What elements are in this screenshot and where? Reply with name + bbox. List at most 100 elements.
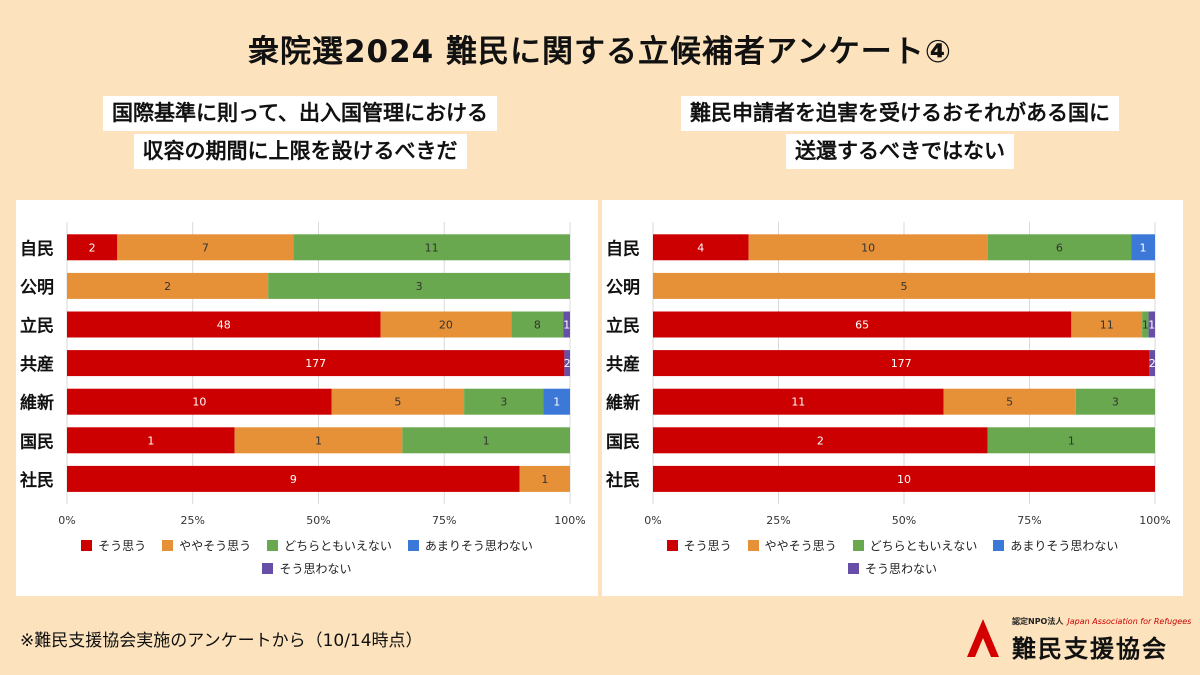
legend-row: そう思わない xyxy=(602,560,1183,577)
data-label: 65 xyxy=(855,319,869,332)
jar-logo: 認定NPO法人 Japan Association for Refugees 難民… xyxy=(960,612,1191,664)
data-label: 1 xyxy=(541,473,548,486)
x-tick-label: 50% xyxy=(892,514,916,527)
x-tick-label: 100% xyxy=(1139,514,1170,527)
category-label: 国民 xyxy=(606,432,640,452)
right-chart-legend: そう思う ややそう思う どちらともいえない あまりそう思わないそう思わない xyxy=(602,537,1183,583)
legend-item: そう思わない xyxy=(262,560,352,577)
bar-segment xyxy=(519,465,570,492)
legend-swatch xyxy=(262,563,274,574)
legend-swatch xyxy=(993,540,1005,551)
right-question-line1: 難民申請者を迫害を受けるおそれがある国に xyxy=(681,96,1119,131)
left-chart-legend: そう思う ややそう思う どちらともいえない あまりそう思わない そう思わない xyxy=(16,537,598,583)
legend-label: そう思う xyxy=(683,539,732,553)
legend-swatch xyxy=(666,540,678,551)
x-tick-label: 0% xyxy=(58,514,75,527)
data-label: 3 xyxy=(1112,396,1119,409)
data-label: 7 xyxy=(202,241,209,254)
data-label: 11 xyxy=(1100,319,1114,332)
legend-swatch xyxy=(162,540,174,551)
bar-segment xyxy=(653,350,1150,377)
bar-segment xyxy=(1071,311,1143,338)
bar-segment xyxy=(653,272,1155,299)
legend-label: そう思わない xyxy=(279,562,352,576)
bar-segment xyxy=(653,234,749,261)
bar-segment xyxy=(943,388,1076,415)
legend-row: そう思う ややそう思う どちらともいえない あまりそう思わない xyxy=(16,537,598,554)
legend-item: そう思う xyxy=(666,537,732,554)
bar-segment xyxy=(1149,350,1155,377)
bar-segment xyxy=(653,465,1155,492)
category-label: 立民 xyxy=(20,316,54,337)
bar-segment xyxy=(117,234,294,261)
category-label: 立民 xyxy=(606,316,640,337)
bar-segment xyxy=(1131,234,1155,261)
data-label: 6 xyxy=(1056,241,1063,254)
jar-logo-mark-icon xyxy=(967,619,999,657)
legend-swatch xyxy=(407,540,419,551)
category-label: 自民 xyxy=(20,238,54,259)
category-label: 公明 xyxy=(606,278,640,298)
data-label: 10 xyxy=(897,473,911,486)
legend-label: どちらともいえない xyxy=(869,539,978,553)
legend-swatch xyxy=(267,540,279,551)
legend-swatch xyxy=(852,540,864,551)
data-label: 1 xyxy=(1148,319,1155,332)
x-tick-label: 25% xyxy=(181,514,205,527)
bar-segment xyxy=(67,427,235,454)
bar-segment xyxy=(268,272,570,299)
right-question-line2: 送還するべきではない xyxy=(786,134,1014,169)
bar-segment xyxy=(748,234,988,261)
data-label: 1 xyxy=(563,319,570,332)
legend-label: そう思う xyxy=(98,539,147,553)
bar-segment xyxy=(563,311,570,338)
data-label: 1 xyxy=(1068,434,1075,447)
legend-item: そう思わない xyxy=(847,560,937,577)
logo-org-name: 難民支援協会 xyxy=(1012,635,1168,663)
data-label: 4 xyxy=(697,241,704,254)
data-label: 2 xyxy=(1149,357,1156,370)
bar-segment xyxy=(653,311,1072,338)
data-label: 8 xyxy=(534,319,541,332)
legend-label: ややそう思う xyxy=(764,539,837,553)
data-label: 5 xyxy=(394,396,401,409)
left-question-line1: 国際基準に則って、出入国管理における xyxy=(103,96,497,131)
legend-label: ややそう思う xyxy=(179,539,252,553)
x-tick-label: 25% xyxy=(766,514,790,527)
bar-segment xyxy=(1075,388,1155,415)
data-label: 11 xyxy=(791,396,805,409)
bar-segment xyxy=(564,350,570,377)
category-label: 国民 xyxy=(20,432,54,452)
legend-item: どちらともいえない xyxy=(852,537,978,554)
x-tick-label: 50% xyxy=(306,514,330,527)
data-label: 1 xyxy=(483,434,490,447)
bar-segment xyxy=(464,388,544,415)
data-label: 177 xyxy=(891,357,912,370)
data-label: 5 xyxy=(1006,396,1013,409)
category-label: 社民 xyxy=(605,470,640,491)
x-tick-label: 0% xyxy=(644,514,661,527)
bar-segment xyxy=(67,388,332,415)
category-label: 公明 xyxy=(20,278,54,298)
legend-label: あまりそう思わない xyxy=(1010,539,1119,553)
category-label: 維新 xyxy=(606,393,640,414)
bar-segment xyxy=(1142,311,1149,338)
bar-segment xyxy=(653,427,988,454)
data-label: 20 xyxy=(439,319,453,332)
data-label: 3 xyxy=(416,280,423,293)
logo-npo-label: 認定NPO法人 xyxy=(1012,617,1064,626)
logo-english-name: Japan Association for Refugees xyxy=(1067,617,1192,626)
legend-row: そう思わない xyxy=(16,560,598,577)
category-label: 社民 xyxy=(19,470,54,491)
logo-small-text: 認定NPO法人 Japan Association for Refugees xyxy=(1012,616,1191,627)
legend-row: そう思う ややそう思う どちらともいえない あまりそう思わない xyxy=(602,537,1183,554)
data-label: 2 xyxy=(817,434,824,447)
legend-item: そう思う xyxy=(81,537,146,554)
data-label: 2 xyxy=(164,280,171,293)
data-label: 1 xyxy=(315,434,322,447)
data-label: 1 xyxy=(553,396,560,409)
data-label: 10 xyxy=(192,396,206,409)
page-title: 衆院選2024 難民に関する立候補者アンケート④ xyxy=(247,34,953,70)
data-label: 3 xyxy=(500,396,507,409)
left-chart-panel: 0% 25% 50% 75% 100% 自民 2 7 11 公明 2 3 立民 48 20 8 1 共産 177 2 維… xyxy=(16,200,598,596)
